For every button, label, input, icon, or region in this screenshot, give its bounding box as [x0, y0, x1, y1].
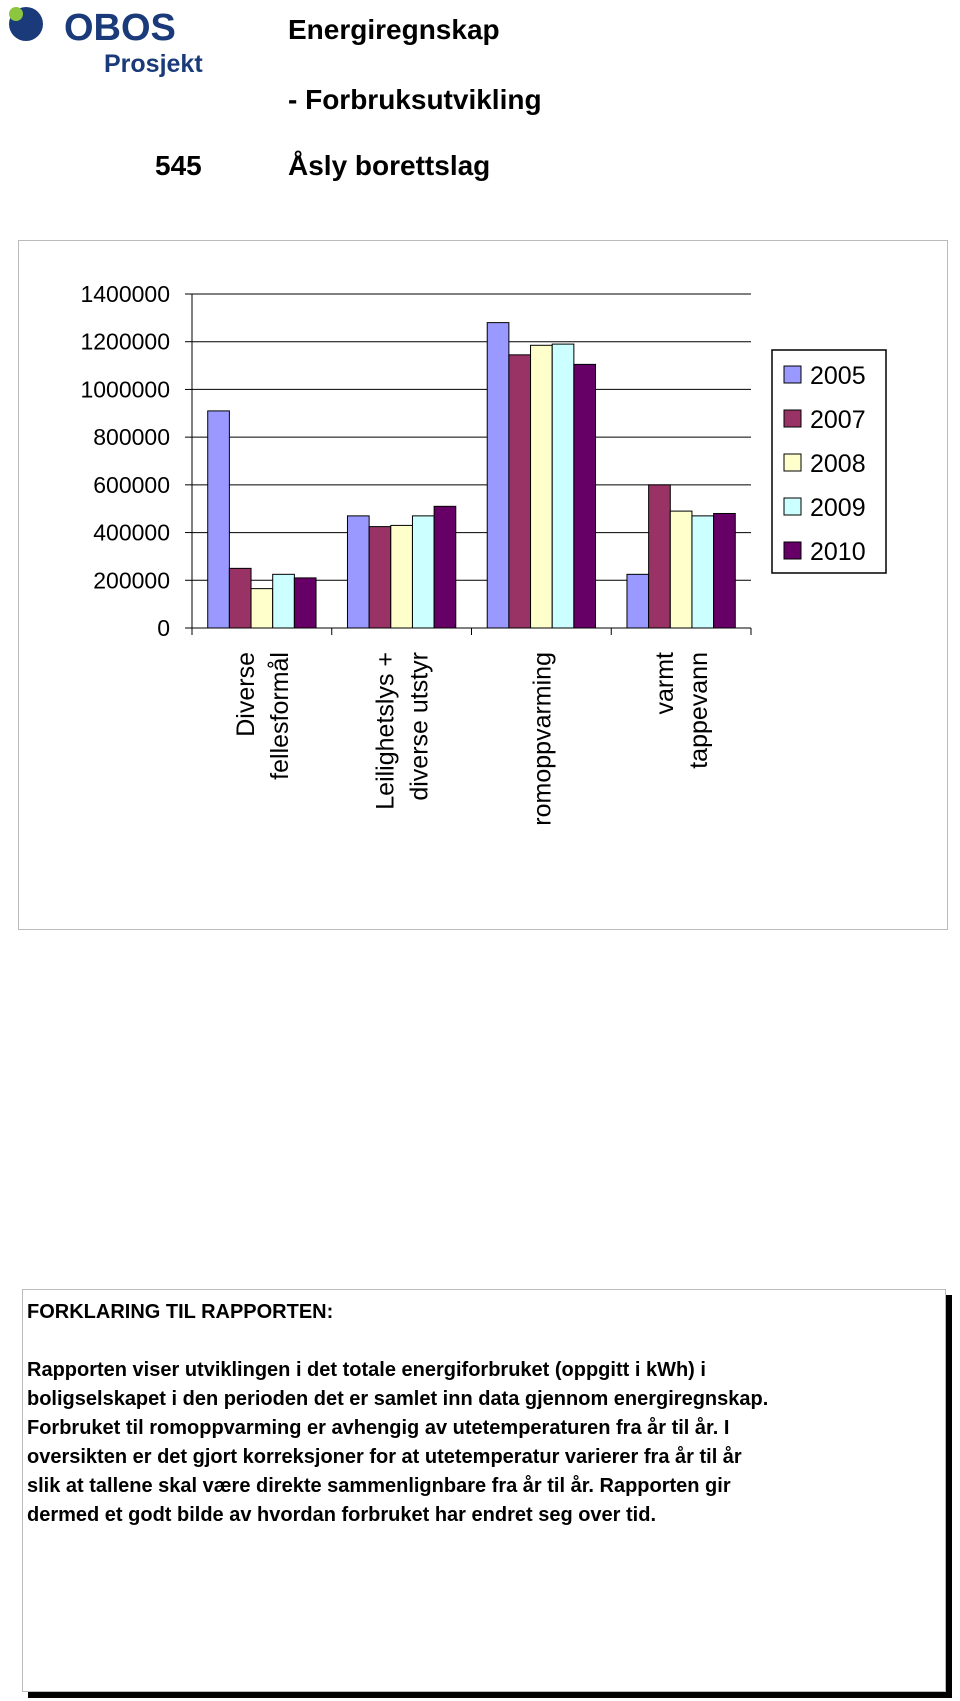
- explanation-text: Rapporten viser utviklingen i det totale…: [27, 1356, 941, 1530]
- legend-swatch: [783, 365, 802, 384]
- legend-label: 2008: [810, 450, 866, 478]
- chart: 0 200000 400000 600000 800000 1000000 1200000 1…: [80, 281, 887, 826]
- bar: [551, 343, 575, 629]
- x-tick-label: Leilighetslys + diverse utstyr: [372, 652, 434, 810]
- bar: [669, 510, 693, 629]
- bar: [508, 354, 532, 629]
- bar: [626, 573, 650, 629]
- y-tick-label: 800000: [93, 424, 170, 450]
- explanation-heading: FORKLARING TIL RAPPORTEN:: [27, 1301, 334, 1323]
- y-tick-label: 1000000: [80, 376, 170, 402]
- bar: [293, 577, 317, 629]
- legend-swatch: [783, 497, 802, 516]
- y-tick-label: 1200000: [80, 329, 170, 355]
- bar: [250, 588, 274, 629]
- bar: [433, 505, 457, 629]
- x-tick-label: Diverse fellesformål: [232, 652, 294, 780]
- logo-sub: Prosjekt: [104, 50, 203, 78]
- title: Energiregnskap: [288, 14, 500, 45]
- bar: [573, 363, 597, 629]
- y-tick-label: 400000: [93, 520, 170, 546]
- number: 545: [155, 150, 202, 181]
- explanation-line: Forbruket til romoppvarming er avhengig …: [27, 1417, 730, 1439]
- legend-swatch: [783, 453, 802, 472]
- explanation-line: dermed et godt bilde av hvordan forbruke…: [27, 1504, 657, 1526]
- legend-label: 2010: [810, 538, 866, 566]
- name: Åsly borettslag: [288, 150, 491, 181]
- bar: [691, 515, 715, 629]
- bar: [411, 515, 435, 629]
- chart-frame: [18, 240, 948, 930]
- legend-label: 2005: [810, 362, 866, 390]
- bar: [272, 573, 295, 629]
- legend-swatch: [783, 541, 802, 560]
- bar: [346, 515, 370, 629]
- explanation-line: oversikten er det gjort korreksjoner for…: [27, 1446, 742, 1468]
- logo-text: OBOS: [64, 7, 176, 49]
- bar: [207, 410, 230, 629]
- y-tick-label: 600000: [93, 472, 170, 498]
- y-tick-label: 200000: [93, 567, 170, 593]
- x-tick-label: varmt tappevann: [651, 652, 713, 769]
- bar: [486, 322, 510, 629]
- y-tick-label: 1400000: [80, 281, 170, 307]
- legend-label: 2007: [810, 406, 866, 434]
- x-tick-label: romoppvarming: [528, 652, 556, 826]
- logo: OBOS Prosjekt: [9, 7, 203, 78]
- bar: [530, 344, 553, 629]
- bar: [390, 524, 413, 629]
- bar: [713, 512, 736, 629]
- explanation-line: Rapporten viser utviklingen i det totale…: [27, 1359, 706, 1381]
- bar: [648, 484, 671, 629]
- bar: [228, 567, 252, 629]
- legend-label: 2009: [810, 494, 866, 522]
- explanation-line: boligselskapet i den perioden det er sam…: [27, 1388, 769, 1410]
- explanation: FORKLARING TIL RAPPORTEN: Rapporten vise…: [22, 1289, 946, 1692]
- subtitle: - Forbruksutvikling: [288, 84, 542, 115]
- y-tick-label: 0: [157, 615, 170, 641]
- explanation-line: slik at tallene skal være direkte sammen…: [27, 1475, 731, 1497]
- legend-swatch: [783, 409, 802, 428]
- logo-dot: [9, 7, 23, 21]
- bar: [368, 526, 392, 629]
